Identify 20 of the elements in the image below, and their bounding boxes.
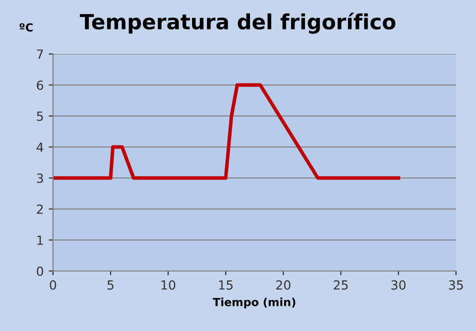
x-tick-label: 0 [50, 280, 56, 290]
x-tick-label: 30 [391, 280, 406, 290]
x-tick-label: 15 [219, 280, 233, 290]
y-tick-label: 7 [37, 50, 43, 59]
y-axis-title: ºC [20, 23, 33, 32]
y-tick-label: 1 [37, 236, 43, 245]
y-tick-label: 6 [36, 80, 44, 90]
y-tick-label: 2 [36, 204, 43, 214]
x-axis-title: Tiempo (min) [212, 298, 296, 308]
x-tick-label: 25 [334, 280, 348, 290]
x-tick-label: 10 [162, 280, 176, 290]
x-tick-label: 5 [108, 280, 114, 290]
y-tick-label: 0 [36, 266, 44, 276]
y-tick-label: 3 [36, 173, 43, 183]
chart-title: Temperatura del frigorífico [80, 12, 396, 34]
x-tick-label: 35 [449, 280, 463, 290]
y-tick-label: 4 [36, 142, 44, 152]
x-tick-label: 20 [276, 280, 290, 290]
line-series [53, 83, 400, 180]
y-tick-label: 5 [36, 112, 43, 121]
